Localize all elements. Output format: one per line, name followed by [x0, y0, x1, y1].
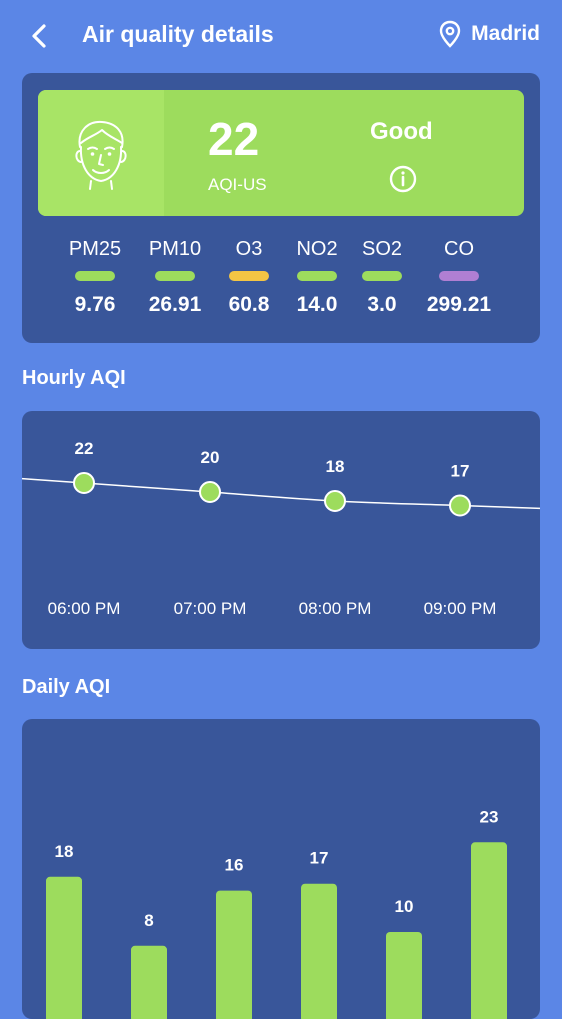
daily-aqi-chart: 18 8 16 17 10 23	[46, 807, 507, 1019]
hourly-time-label: 08:00 PM	[299, 599, 372, 618]
pollutant-value: 60.8	[228, 293, 270, 316]
pollutant-co: CO 299.21	[419, 238, 499, 317]
info-button[interactable]	[388, 164, 418, 194]
info-icon	[389, 165, 417, 193]
chevron-left-icon	[32, 24, 46, 48]
location-pin-icon	[439, 20, 461, 48]
pollutant-name: PM10	[148, 238, 202, 260]
hourly-aqi-card: 22 06:00 PM 20 07:00 PM 18 08:00 PM 17 09:00 PM	[22, 411, 540, 649]
hourly-aqi-value-label: 22	[75, 439, 94, 458]
pollutant-level-bar	[297, 271, 337, 281]
pollutant-value: 26.91	[148, 293, 202, 316]
hourly-aqi-point	[199, 481, 221, 503]
pollutant-pm25: PM25 9.76	[55, 238, 135, 317]
daily-aqi-bar	[301, 883, 337, 1019]
pollutant-value: 9.76	[74, 293, 116, 316]
hourly-time-label: 07:00 PM	[174, 599, 247, 618]
daily-aqi-card: 18 8 16 17 10 23	[22, 719, 540, 1019]
hourly-aqi-chart: 22 06:00 PM 20 07:00 PM 18 08:00 PM 17 09:00 PM	[22, 439, 540, 618]
daily-aqi-bar	[471, 842, 507, 1019]
location-button[interactable]: Madrid	[439, 20, 540, 48]
page-title: Air quality details	[82, 21, 274, 47]
location-name: Madrid	[471, 22, 540, 45]
pollutant-no2: NO2 14.0	[277, 238, 357, 317]
pollutant-level-bar	[439, 271, 479, 281]
pollutant-so2: SO2 3.0	[342, 238, 422, 317]
air-quality-summary-card: 22 AQI-US Good PM25 9.76 PM10 26.91 O3 6…	[22, 73, 540, 343]
hourly-aqi-value-label: 18	[326, 457, 345, 476]
daily-aqi-value-label: 17	[310, 849, 329, 868]
daily-aqi-value-label: 18	[55, 842, 74, 861]
daily-aqi-value-label: 23	[480, 807, 499, 826]
daily-aqi-title: Daily AQI	[22, 676, 111, 698]
pollutant-level-bar	[229, 271, 269, 281]
hourly-aqi-value-label: 20	[201, 448, 220, 467]
daily-aqi-bar	[386, 932, 422, 1019]
smiling-face-icon	[75, 120, 127, 190]
pollutant-level-bar	[155, 271, 195, 281]
pollutant-pm10: PM10 26.91	[135, 238, 215, 317]
face-panel	[38, 90, 164, 216]
hourly-aqi-point	[324, 490, 346, 512]
pollutant-level-bar	[75, 271, 115, 281]
pollutant-o3: O3 60.8	[209, 238, 289, 317]
daily-aqi-bar	[46, 876, 82, 1019]
pollutant-name: O3	[235, 238, 263, 260]
pollutant-name: CO	[444, 238, 474, 260]
hourly-aqi-value-label: 17	[451, 462, 470, 481]
daily-aqi-bar	[131, 945, 167, 1019]
aqi-scale-label: AQI-US	[208, 175, 267, 194]
daily-aqi-value-label: 16	[225, 856, 244, 875]
pollutant-level-bar	[362, 271, 402, 281]
pollutant-value: 299.21	[426, 293, 492, 316]
hourly-time-label: 06:00 PM	[48, 599, 121, 618]
pollutant-value: 3.0	[367, 293, 397, 316]
daily-aqi-value-label: 8	[144, 911, 153, 930]
hourly-aqi-point	[73, 472, 95, 494]
aqi-value: 22	[208, 113, 260, 165]
pollutant-name: SO2	[361, 238, 403, 260]
hourly-time-label: 09:00 PM	[424, 599, 497, 618]
pollutant-name: PM25	[68, 238, 122, 260]
hourly-aqi-title: Hourly AQI	[22, 367, 126, 389]
pollutant-value: 14.0	[296, 293, 338, 316]
daily-aqi-bar	[216, 890, 252, 1019]
aqi-summary-box: 22 AQI-US Good	[38, 90, 524, 216]
header-bar: Air quality details Madrid	[0, 0, 562, 72]
daily-aqi-value-label: 10	[395, 897, 414, 916]
back-button[interactable]	[22, 18, 58, 54]
pollutant-name: NO2	[296, 238, 338, 260]
hourly-aqi-point	[449, 494, 471, 517]
aqi-status: Good	[370, 118, 433, 145]
